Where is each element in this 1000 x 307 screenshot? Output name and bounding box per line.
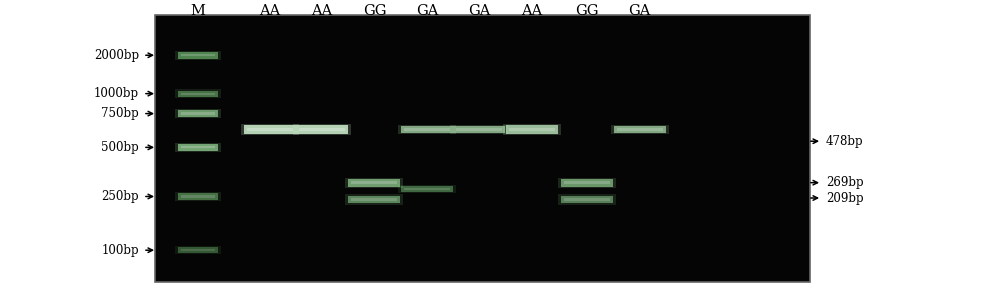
Text: 100bp: 100bp — [101, 244, 139, 257]
Bar — [617, 128, 663, 131]
Text: GG: GG — [576, 4, 599, 18]
Text: 500bp: 500bp — [101, 141, 139, 154]
Bar — [506, 125, 558, 134]
Bar — [348, 196, 400, 204]
Bar — [181, 196, 215, 197]
Text: AA: AA — [259, 4, 280, 18]
Bar — [450, 125, 508, 134]
Bar — [558, 195, 616, 205]
Bar — [614, 126, 666, 133]
Bar — [181, 112, 215, 115]
Bar — [351, 181, 397, 184]
Bar — [175, 109, 221, 118]
Text: GA: GA — [416, 4, 438, 18]
Bar — [348, 179, 400, 186]
Bar — [453, 126, 505, 133]
Bar — [401, 126, 453, 133]
Bar — [178, 247, 218, 253]
Bar — [178, 91, 218, 97]
Bar — [561, 179, 613, 186]
Bar — [175, 89, 221, 98]
Bar — [181, 249, 215, 251]
Bar — [293, 124, 351, 135]
Text: 2000bp: 2000bp — [94, 49, 139, 62]
Bar — [175, 246, 221, 254]
Bar — [181, 93, 215, 95]
Bar — [401, 186, 453, 192]
Text: 750bp: 750bp — [101, 107, 139, 120]
Bar — [404, 188, 450, 190]
Text: 250bp: 250bp — [101, 190, 139, 203]
Bar — [509, 128, 555, 131]
Bar — [247, 128, 293, 131]
Bar — [175, 51, 221, 60]
Text: AA: AA — [521, 4, 542, 18]
Bar — [351, 198, 397, 201]
Bar — [558, 177, 616, 188]
Text: 478bp: 478bp — [826, 135, 864, 148]
Bar — [155, 15, 810, 282]
Text: M: M — [190, 4, 205, 18]
Bar — [564, 181, 610, 184]
Bar — [178, 110, 218, 117]
Text: GA: GA — [629, 4, 651, 18]
Bar — [244, 125, 296, 134]
Bar — [345, 177, 403, 188]
Text: GG: GG — [363, 4, 386, 18]
Bar — [181, 146, 215, 149]
Bar — [564, 198, 610, 201]
Text: 1000bp: 1000bp — [94, 87, 139, 100]
Bar — [456, 128, 502, 131]
Text: GA: GA — [468, 4, 490, 18]
Bar — [296, 125, 348, 134]
Bar — [181, 54, 215, 56]
Bar — [175, 143, 221, 152]
Bar — [398, 185, 456, 193]
Bar — [404, 128, 450, 131]
Bar — [611, 125, 669, 134]
Bar — [345, 195, 403, 205]
Bar — [241, 124, 299, 135]
Bar — [178, 52, 218, 59]
Bar — [561, 196, 613, 204]
Bar — [299, 128, 345, 131]
Bar — [178, 193, 218, 200]
Bar — [398, 125, 456, 134]
Text: 209bp: 209bp — [826, 192, 864, 204]
Text: AA: AA — [311, 4, 333, 18]
Text: 269bp: 269bp — [826, 176, 864, 189]
Bar — [175, 192, 221, 201]
Bar — [503, 124, 561, 135]
Bar — [178, 144, 218, 151]
